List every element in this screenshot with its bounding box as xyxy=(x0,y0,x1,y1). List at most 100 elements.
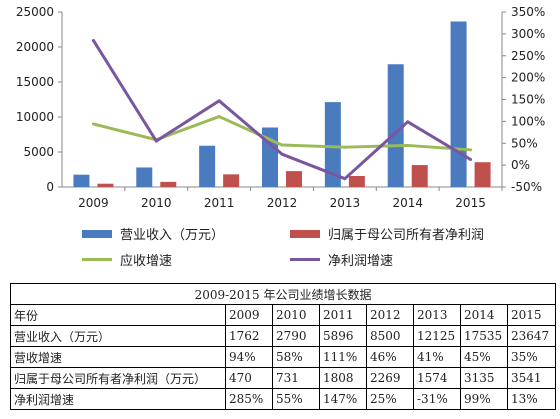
right-tick-label: 350% xyxy=(511,5,545,19)
table-cell: 1762 xyxy=(225,325,273,347)
table-row: 营业收入（万元） 1762 2790 5896 8500 12125 17535… xyxy=(10,325,557,347)
table-cell: 41% xyxy=(413,346,461,368)
legend-label-receivable-growth: 应收增速 xyxy=(120,254,173,269)
x-tick-label: 2014 xyxy=(392,196,423,210)
right-tick-label: -50% xyxy=(511,180,542,194)
legend-swatch-net-profit xyxy=(290,229,320,238)
table-cell: 23647 xyxy=(506,325,557,347)
performance-table-container: 2009-2015 年公司业绩增长数据 年份 2009 2010 2011 20… xyxy=(9,283,557,410)
table-cell: 13% xyxy=(506,388,557,410)
table-header-cell: 2012 xyxy=(366,304,414,326)
point-receivable-growth xyxy=(91,122,95,126)
performance-table: 2009-2015 年公司业绩增长数据 年份 2009 2010 2011 20… xyxy=(9,283,557,410)
right-tick-label: 300% xyxy=(511,27,545,41)
bar-revenue xyxy=(450,21,467,187)
table-cell: 12125 xyxy=(413,325,461,347)
table-cell: 1808 xyxy=(319,367,367,389)
point-receivable-growth xyxy=(343,145,347,149)
table-header-cell: 2011 xyxy=(319,304,367,326)
legend-item-profit-growth: 净利润增速 xyxy=(290,250,393,269)
table-cell: 净利润增速 xyxy=(10,388,226,410)
legend-swatch-revenue xyxy=(82,229,112,238)
chart-lines xyxy=(91,38,473,181)
table-header-cell: 2009 xyxy=(225,304,273,326)
left-tick-label: 20000 xyxy=(16,40,54,54)
legend-label-revenue: 营业收入（万元） xyxy=(120,228,225,243)
legend-item-net-profit: 归属于母公司所有者净利润 xyxy=(290,224,484,243)
x-tick-label: 2013 xyxy=(330,196,361,210)
bar-net-profit xyxy=(160,181,177,187)
table-cell: 5896 xyxy=(319,325,367,347)
table-cell: 731 xyxy=(272,367,320,389)
left-tick-label: 5000 xyxy=(23,145,54,159)
table-cell: 46% xyxy=(366,346,414,368)
left-tick-label: 10000 xyxy=(16,110,54,124)
table-cell: 2790 xyxy=(272,325,320,347)
table-cell: 99% xyxy=(460,388,508,410)
x-tick-label: 2012 xyxy=(267,196,298,210)
point-receivable-growth xyxy=(469,148,473,152)
point-receivable-growth xyxy=(406,143,410,147)
table-cell: 35% xyxy=(506,346,557,368)
bar-revenue xyxy=(324,102,341,187)
table-cell: 470 xyxy=(225,367,273,389)
table-title: 2009-2015 年公司业绩增长数据 xyxy=(9,283,557,305)
legend-swatch-receivable-growth xyxy=(82,258,112,261)
right-tick-label: 150% xyxy=(511,93,545,107)
point-profit-growth xyxy=(217,99,221,103)
x-tick-label: 2015 xyxy=(455,196,486,210)
table-cell: 285% xyxy=(225,388,273,410)
legend-swatch-profit-growth xyxy=(290,258,320,261)
table-cell: 111% xyxy=(319,346,367,368)
line-profit-growth xyxy=(92,39,472,181)
legend-label-profit-growth: 净利润增速 xyxy=(328,254,394,269)
legend-label-net-profit: 归属于母公司所有者净利润 xyxy=(328,228,485,243)
table-cell: 94% xyxy=(225,346,273,368)
right-tick-label: 100% xyxy=(511,114,545,128)
left-tick-label: 25000 xyxy=(16,5,54,19)
table-cell: 3541 xyxy=(506,367,557,389)
legend-item-receivable-growth: 应收增速 xyxy=(82,250,172,269)
legend-item-revenue: 营业收入（万元） xyxy=(82,224,224,243)
bar-revenue xyxy=(199,145,216,187)
right-tick-label: 200% xyxy=(511,71,545,85)
point-receivable-growth xyxy=(280,143,284,147)
chart-axes xyxy=(58,11,506,191)
bar-net-profit xyxy=(97,183,114,187)
x-tick-label: 2011 xyxy=(204,196,235,210)
table-cell: 8500 xyxy=(366,325,414,347)
table-row: 营收增速 94% 58% 111% 46% 41% 45% 35% xyxy=(10,346,557,368)
right-tick-label: 50% xyxy=(511,136,538,150)
table-header-cell: 年份 xyxy=(10,304,226,326)
table-cell: 25% xyxy=(366,388,414,410)
table-header-cell: 2013 xyxy=(413,304,461,326)
table-cell: 归属于母公司所有者净利润（万元） xyxy=(10,367,226,389)
table-cell: 58% xyxy=(272,346,320,368)
bar-revenue xyxy=(136,167,153,187)
table-cell: 17535 xyxy=(460,325,508,347)
point-profit-growth xyxy=(280,152,284,156)
table-header-cell: 2010 xyxy=(272,304,320,326)
right-tick-label: 250% xyxy=(511,49,545,63)
table-header-cell: 2014 xyxy=(460,304,508,326)
table-header-row: 年份 2009 2010 2011 2012 2013 2014 2015 xyxy=(10,304,557,326)
chart-ticks: 0 5000 10000 15000 20000 25000 -50% 0% 50% 100% 15… xyxy=(16,5,546,210)
bar-net-profit xyxy=(474,162,491,187)
bar-net-profit xyxy=(348,175,365,187)
table-cell: 2269 xyxy=(366,367,414,389)
combo-chart: 0 5000 10000 15000 20000 25000 -50% 0% 50% 100% 15… xyxy=(16,5,546,210)
bar-revenue xyxy=(73,174,90,187)
point-profit-growth xyxy=(91,38,95,42)
table-cell: 营业收入（万元） xyxy=(10,325,226,347)
table-cell: 55% xyxy=(272,388,320,410)
table-cell: 147% xyxy=(319,388,367,410)
bar-net-profit xyxy=(411,165,428,187)
table-title-row: 2009-2015 年公司业绩增长数据 xyxy=(9,283,557,305)
bar-revenue xyxy=(387,64,404,187)
table-cell: 1574 xyxy=(413,367,461,389)
point-profit-growth xyxy=(406,120,410,124)
left-tick-label: 0 xyxy=(46,180,54,194)
bar-net-profit xyxy=(223,174,240,187)
left-tick-label: 15000 xyxy=(16,75,54,89)
table-header-cell: 2015 xyxy=(506,304,557,326)
